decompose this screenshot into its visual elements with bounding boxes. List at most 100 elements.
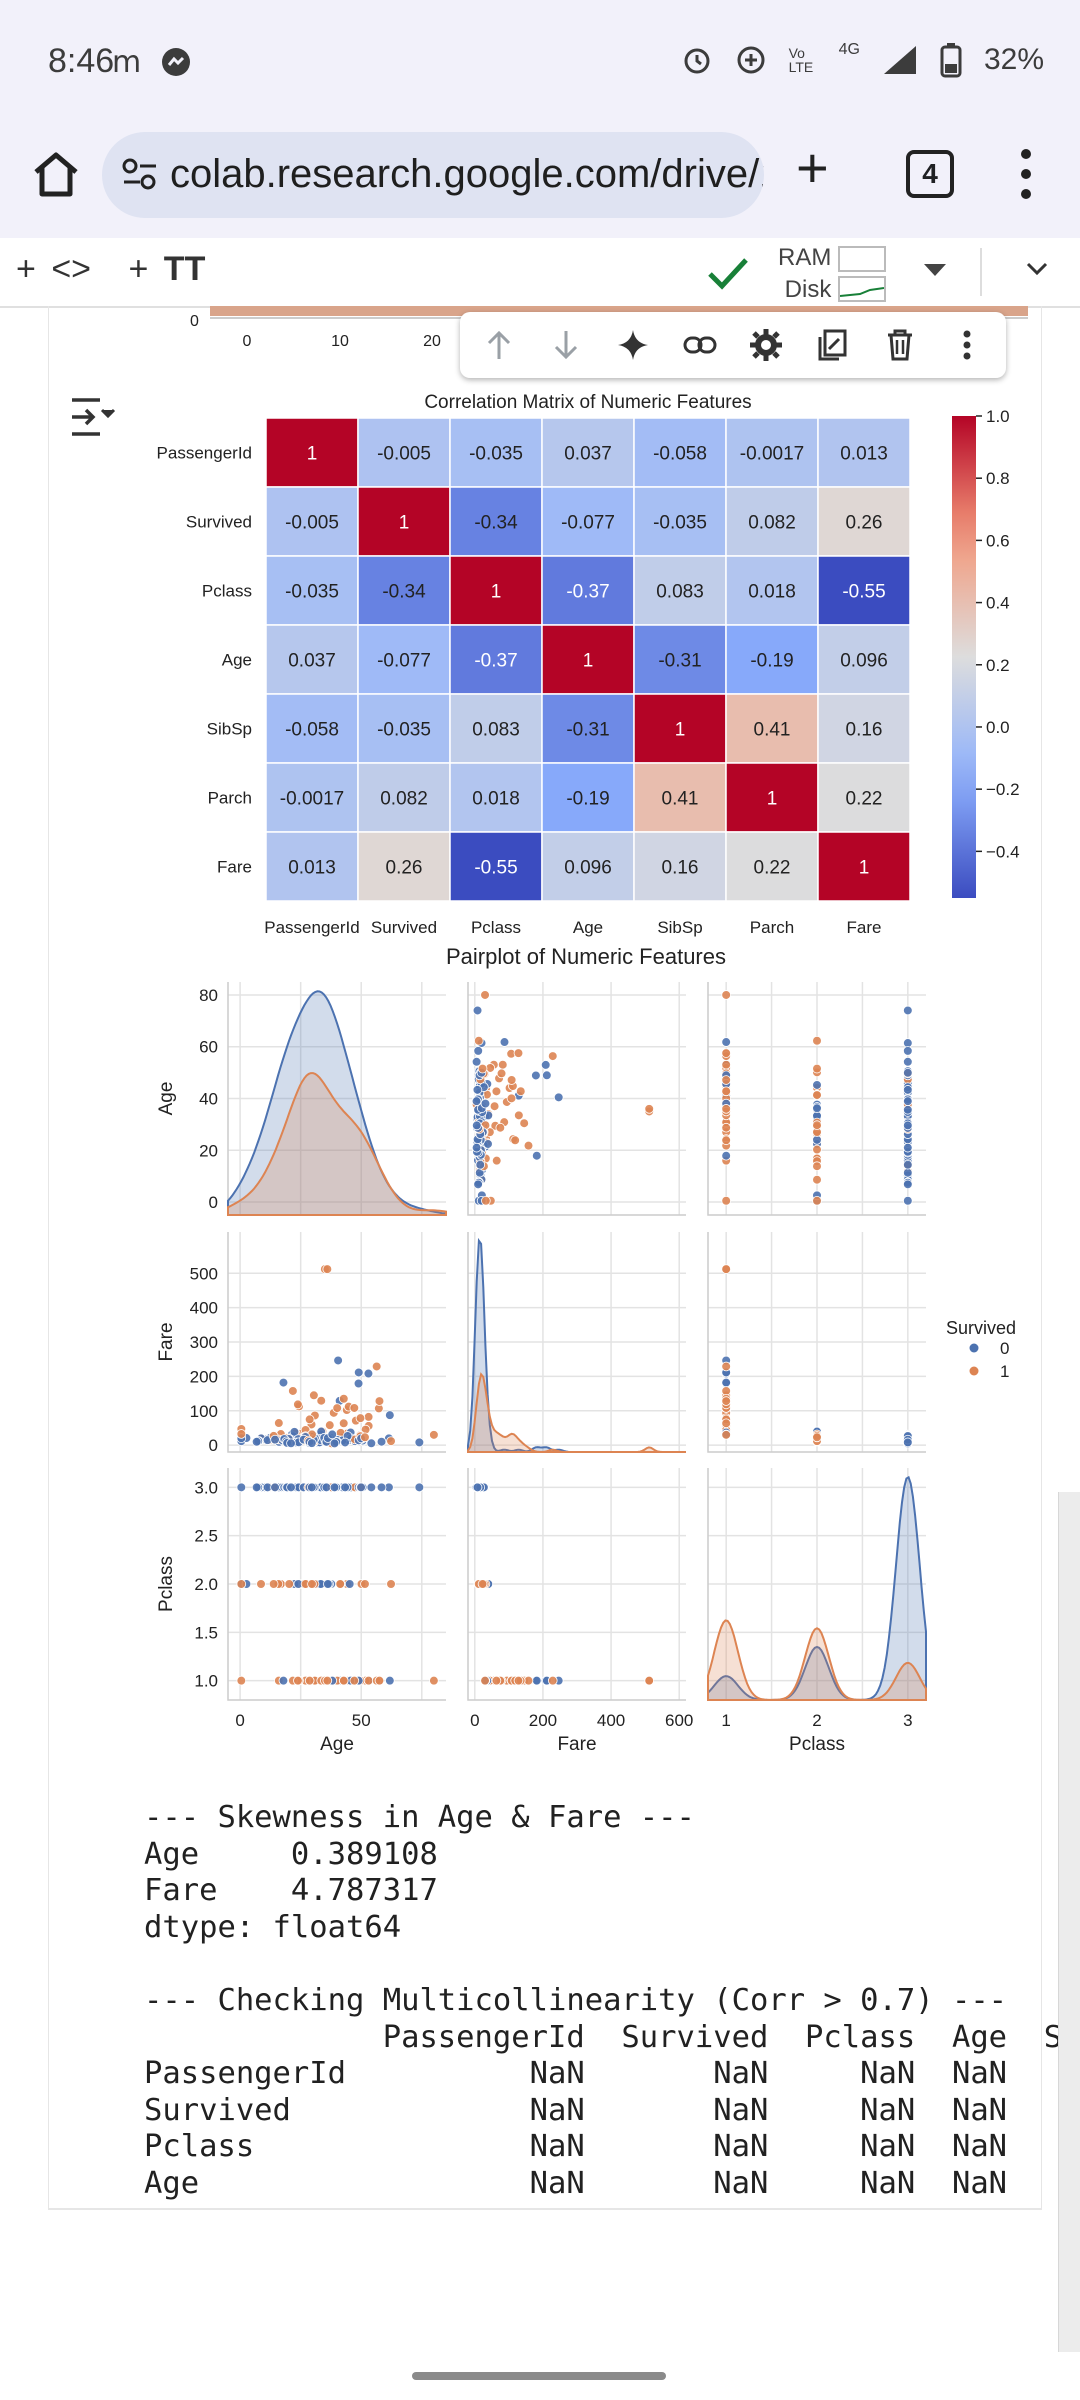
- correlation-heatmap: Correlation Matrix of Numeric Features 1 -…: [157, 392, 1020, 937]
- mirror-cell-icon[interactable]: [815, 327, 851, 363]
- pairplot-axes: [707, 982, 926, 1216]
- site-settings-icon[interactable]: [120, 154, 160, 194]
- text-icon[interactable]: TT: [163, 250, 206, 288]
- resource-monitor[interactable]: RAM Disk: [778, 242, 831, 306]
- pairplot-point: [721, 1195, 731, 1206]
- collapse-chevron-icon[interactable]: [1026, 258, 1048, 280]
- heatmap-cell-label: -0.19: [566, 789, 609, 810]
- pairplot-point: [903, 1120, 913, 1131]
- text-output: --- Skewness in Age & Fare --- Age 0.3891…: [144, 1800, 1062, 2203]
- gear-icon[interactable]: [748, 327, 784, 363]
- code-icon[interactable]: <>: [51, 250, 92, 288]
- heatmap-cell: [357, 762, 451, 833]
- pairplot-point: [481, 1195, 491, 1206]
- pairplot-point: [472, 1085, 483, 1095]
- legend-title: Survived: [946, 1318, 1016, 1338]
- pairplot-point: [360, 1579, 370, 1589]
- status-bar: 8:46 m Vo LTE 4G 32%: [0, 0, 1080, 110]
- pairplot-point: [903, 1046, 913, 1056]
- heatmap-cell-label: 0.083: [472, 720, 520, 741]
- pairplot-point: [236, 1675, 247, 1686]
- pairplot-point: [903, 1067, 913, 1078]
- pairplot-point: [286, 1482, 296, 1493]
- pairplot-kde: [707, 1475, 927, 1701]
- pairplot-point: [721, 1104, 731, 1114]
- pairplot-point: [316, 1395, 327, 1406]
- heatmap-cell: [357, 417, 451, 488]
- pairplot-point: [360, 1432, 370, 1443]
- heatmap-cell: [449, 693, 543, 764]
- heatmap-cell-label: -0.058: [285, 720, 339, 741]
- output-line: PassengerId Survived Pclass Age S: [144, 2019, 1063, 2055]
- output-actions-icon[interactable]: [70, 396, 116, 438]
- pairplot-point: [344, 1579, 355, 1589]
- pairplot-point: [506, 1093, 517, 1104]
- colab-toolbar: + <> + TT RAM Disk: [0, 238, 1080, 308]
- heatmap-cell-label: -0.035: [653, 513, 707, 534]
- output-line: Pclass NaN NaN NaN NaN: [144, 2129, 1008, 2165]
- pairplot-point: [251, 1482, 262, 1493]
- chevron-down-icon[interactable]: [924, 264, 946, 276]
- pairplot-point: [495, 1122, 506, 1133]
- delete-icon[interactable]: [882, 327, 918, 363]
- code-cell-output: [48, 306, 1042, 2210]
- pairplot-y-tick: 60: [199, 1038, 218, 1057]
- disk-label: Disk: [784, 276, 832, 303]
- tab-switcher-button[interactable]: 4: [906, 150, 954, 198]
- gesture-navigation-bar[interactable]: [412, 2372, 666, 2380]
- pairplot-point: [376, 1482, 387, 1493]
- pairplot-point: [540, 1060, 551, 1070]
- output-line: Fare 4.787317: [144, 1873, 438, 1909]
- scrollbar[interactable]: [1058, 1492, 1080, 2352]
- network-type: 4G: [838, 41, 860, 58]
- more-vert-icon[interactable]: [1018, 144, 1034, 204]
- new-tab-button[interactable]: +: [796, 136, 829, 199]
- pairplot-point: [307, 1579, 317, 1589]
- pairplot-point: [515, 1086, 526, 1097]
- pairplot-point: [355, 1413, 366, 1423]
- pairplot-point: [491, 1675, 502, 1686]
- pairplot-point: [376, 1436, 387, 1447]
- pairplot-point: [335, 1579, 345, 1589]
- output-line: --- Skewness in Age & Fare ---: [144, 1800, 695, 1835]
- pairplot-point: [385, 1410, 395, 1420]
- heatmap-cell-label: 0.41: [662, 789, 699, 810]
- signal-icon: [883, 46, 916, 74]
- pairplot-y-tick: 1.5: [194, 1623, 218, 1642]
- add-code-button[interactable]: +: [16, 250, 36, 288]
- heatmap-cell: [265, 762, 359, 833]
- status-time: 8:46: [48, 42, 115, 80]
- gemini-sparkle-icon[interactable]: [615, 327, 651, 363]
- pairplot-point: [286, 1438, 296, 1449]
- heatmap-col-label: PassengerId: [264, 918, 359, 937]
- output-figures: 00 10 20 Correlation Matrix of Numeric Fea…: [156, 306, 1028, 1755]
- pairplot-point: [721, 1086, 731, 1097]
- heatmap-cell: [725, 762, 819, 833]
- pairplot-point: [293, 1399, 303, 1410]
- pairplot-point: [644, 1104, 655, 1114]
- link-icon[interactable]: [682, 327, 718, 363]
- heatmap-cell-label: -0.005: [377, 444, 431, 465]
- more-vert-icon[interactable]: [949, 327, 985, 363]
- pairplot-point: [812, 1063, 822, 1074]
- add-text-button[interactable]: +: [128, 250, 149, 288]
- messenger-icon: [162, 48, 190, 76]
- heatmap-cell-label: -0.37: [474, 651, 517, 672]
- home-icon[interactable]: [28, 146, 84, 202]
- connected-check-icon[interactable]: [706, 252, 750, 292]
- down-arrow-icon[interactable]: [548, 327, 584, 363]
- pairplot-point: [721, 1122, 731, 1133]
- output-line: PassengerId NaN NaN NaN NaN: [144, 2056, 1008, 2092]
- pairplot-point: [903, 1096, 913, 1106]
- heatmap-cell-label: -0.0017: [280, 789, 344, 810]
- pairplot-point: [644, 1675, 655, 1686]
- pairplot-point: [903, 1179, 913, 1190]
- battery-icon: [940, 43, 962, 78]
- pairplot-axes: [467, 1468, 686, 1701]
- heatmap-cell-label: -0.55: [474, 858, 517, 879]
- up-arrow-icon[interactable]: [481, 327, 517, 363]
- pairplot-point: [523, 1140, 534, 1151]
- address-bar[interactable]: colab.research.google.com/drive/1IM3: [102, 132, 764, 218]
- heatmap-cell-label: -0.55: [842, 582, 885, 603]
- pairplot-kde: [707, 1619, 927, 1701]
